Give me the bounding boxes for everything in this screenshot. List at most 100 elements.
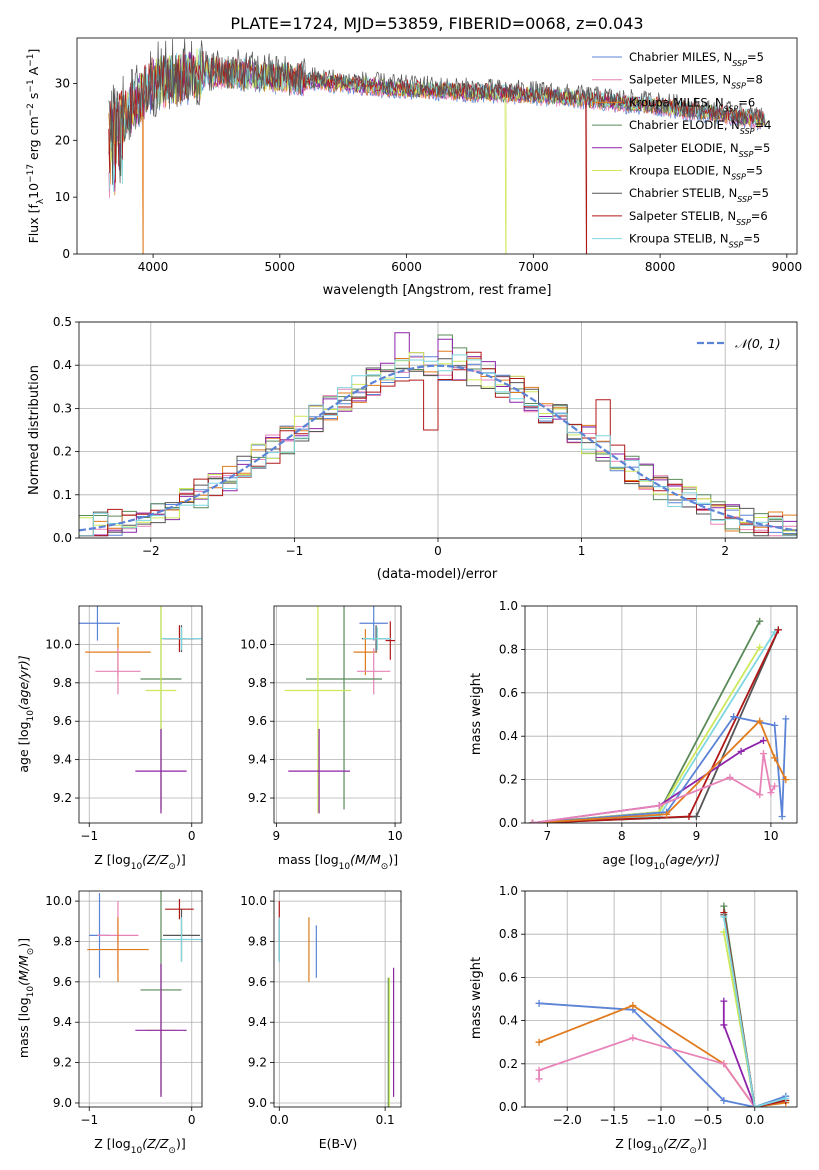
y-axis-label-part: age [log: [16, 721, 31, 772]
series-line: [722, 916, 786, 1107]
x-tick-label: 0: [188, 829, 196, 843]
y-tick-label: 10.0: [45, 894, 72, 908]
grid: [79, 891, 202, 1107]
axes-frame: [273, 605, 402, 824]
point-marker: [767, 789, 775, 797]
legend-label: 𝒩(0, 1): [735, 336, 781, 351]
point-marker: [751, 1103, 759, 1107]
y-tick-label: 0.0: [499, 816, 518, 830]
legend-label: Chabrier MILES, NSSP=5: [629, 50, 764, 68]
series-line: [538, 1036, 756, 1107]
legend-n: =: [738, 95, 748, 109]
y-tick-label: 0.4: [53, 358, 72, 372]
legend-text: Kroupa STELIB, N: [629, 232, 729, 246]
y-axis-label-part: s: [26, 93, 41, 104]
y-axis-label: Normed distribution: [27, 365, 42, 495]
plot-area: [278, 901, 395, 1107]
legend-n-value: 4: [764, 118, 771, 132]
x-axis-label-part: 10: [131, 862, 143, 872]
x-axis-label: wavelength [Angstrom, rest frame]: [323, 283, 552, 298]
x-tick-label: 0: [188, 1113, 196, 1127]
point-marker: [756, 717, 764, 725]
series-line: [532, 629, 780, 823]
x-tick-label: 1: [578, 544, 586, 558]
axes-mass_vs_ebv: 0.0 0.1 9.0 9.2 9.4 9.6 9.8 10.0 E(B-V): [240, 890, 402, 1151]
y-tick-label: 0.3: [53, 401, 72, 415]
legend-text: Kroupa ELODIE, N: [629, 164, 731, 178]
legend-n-value: 8: [755, 73, 762, 87]
y-tick-label: 10.0: [240, 637, 267, 651]
legend-sub: SSP: [729, 240, 744, 249]
point-marker: [535, 1075, 543, 1083]
y-tick-label: 0.2: [499, 773, 518, 787]
y-axis-label: age [log10(age/yr)]: [16, 655, 36, 772]
axes-spectrum: 4000 5000 6000 7000 8000 9000 0 10 20 30 Chabrier …: [26, 37, 802, 298]
y-tick-label: 10: [55, 190, 70, 204]
y-tick-label: 9.2: [53, 1056, 72, 1070]
y-tick-label: 9.4: [248, 753, 267, 767]
legend-sub: SSP: [739, 149, 754, 158]
y-tick-label: 9.4: [53, 753, 72, 767]
point-marker: [535, 1066, 543, 1074]
y-tick-label: 20: [55, 133, 70, 147]
y-tick-label: 0.4: [499, 729, 518, 743]
y-axis-label-part: −1: [26, 54, 36, 67]
point-marker: [692, 812, 700, 820]
y-tick-label: 1.0: [499, 884, 518, 898]
point-marker: [737, 747, 745, 755]
series-line: [532, 629, 780, 823]
y-tick-label: 9.6: [248, 714, 267, 728]
axes-frame: [76, 37, 798, 255]
legend-n-value: 6: [760, 209, 767, 223]
point-marker: [771, 721, 779, 729]
x-axis-label: Z [log10(Z/Z⊙)]: [615, 1136, 706, 1156]
point-marker: [535, 999, 543, 1007]
y-tick-label: 9.4: [248, 1015, 267, 1029]
legend-text: Chabrier STELIB, N: [629, 186, 737, 200]
y-axis-label-part: ]: [26, 49, 41, 54]
x-axis-label: (data-model)/error: [377, 567, 498, 582]
y-axis-label-part: )]: [16, 938, 31, 948]
ticks: −1 0 9.2 9.4 9.6 9.8 10.0: [45, 637, 195, 843]
x-axis-label: Z [log10(Z/Z⊙)]: [94, 1136, 185, 1156]
y-axis-label-part: 10: [26, 986, 36, 998]
x-tick-label: 0.1: [376, 1113, 395, 1127]
x-tick-label: 8: [618, 829, 626, 843]
x-tick-label: 0.0: [745, 1113, 764, 1127]
y-axis-label-part: 10: [26, 183, 41, 199]
x-tick-label: −2: [142, 544, 160, 558]
x-axis-label-part: 10: [654, 862, 666, 872]
axes-mass_weight_vs_Z: −2.0 −1.5 −1.0 −0.5 0.0 0.0 0.2 0.4 0.6 0.8 1.0 Z […: [469, 884, 798, 1156]
grid: [525, 890, 797, 1108]
x-tick-label: 10: [763, 829, 778, 843]
series-line: [532, 715, 787, 823]
y-tick-label: 9.2: [53, 791, 72, 805]
grid: [525, 605, 797, 824]
legend-n: =: [755, 118, 765, 132]
point-marker: [535, 1038, 543, 1046]
y-axis-label: mass [log10(M/M⊙)]: [16, 938, 36, 1058]
legend-n-value: 5: [755, 164, 762, 178]
y-tick-label: 9.2: [248, 791, 267, 805]
y-tick-label: 0.4: [499, 1014, 518, 1028]
x-tick-label: 9: [693, 829, 701, 843]
legend-text: Kroupa MILES, N: [629, 95, 724, 109]
grid: [79, 606, 202, 823]
series-line: [532, 646, 761, 823]
plot-area: [108, 38, 766, 254]
x-axis-label-part: Z [log: [94, 1136, 130, 1151]
legend-n: =: [746, 164, 756, 178]
x-tick-label: −1: [286, 544, 304, 558]
y-axis-label-part: ⊙: [26, 948, 36, 956]
plot-area: [87, 891, 202, 1097]
legend-sub: SSP: [731, 172, 746, 181]
y-tick-label: 9.8: [53, 676, 72, 690]
point-marker: [528, 819, 536, 823]
legend-sub: SSP: [731, 81, 746, 90]
x-axis-label-part: (Z/Z: [663, 1136, 690, 1151]
grid: [274, 606, 401, 823]
legend-sub: SSP: [732, 59, 747, 68]
